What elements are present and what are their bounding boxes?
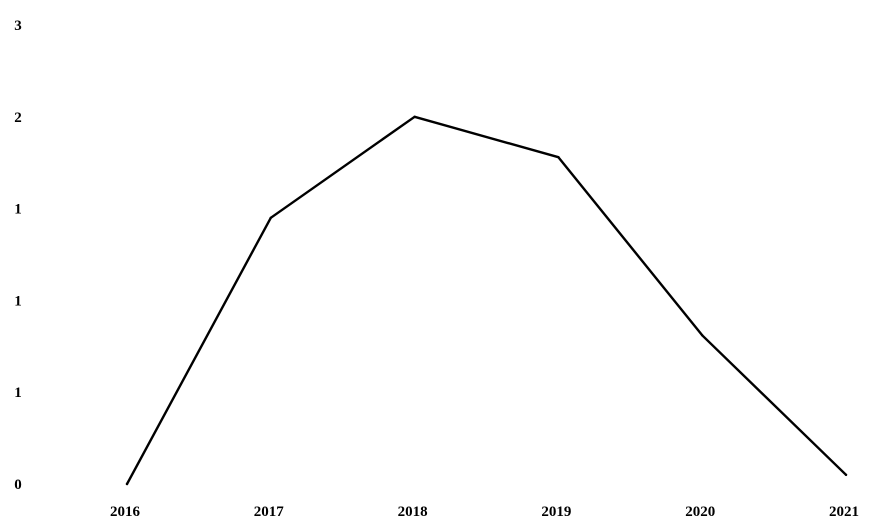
y-tick-label: 2 bbox=[14, 110, 22, 126]
y-tick-label: 1 bbox=[14, 202, 22, 218]
data-point bbox=[413, 115, 416, 119]
data-point bbox=[269, 216, 272, 219]
y-axis-labels: 0 1 1 1 2 3 bbox=[14, 18, 22, 493]
x-tick-label: 2019 bbox=[541, 504, 571, 520]
data-point bbox=[125, 482, 129, 486]
y-tick-label: 1 bbox=[14, 385, 22, 401]
series-group bbox=[125, 115, 848, 486]
x-tick-label: 2020 bbox=[685, 504, 715, 520]
y-tick-label: 3 bbox=[14, 18, 22, 34]
data-point bbox=[701, 334, 704, 337]
x-axis-labels: 2016 2017 2018 2019 2020 2021 bbox=[110, 504, 859, 520]
x-tick-label: 2018 bbox=[398, 504, 428, 520]
x-tick-label: 2016 bbox=[110, 504, 141, 520]
data-point bbox=[557, 155, 560, 159]
y-tick-label: 1 bbox=[14, 293, 22, 309]
data-point bbox=[844, 473, 848, 477]
x-tick-label: 2021 bbox=[829, 504, 859, 520]
series-line bbox=[125, 115, 848, 486]
x-tick-label: 2017 bbox=[254, 504, 285, 520]
y-tick-label: 0 bbox=[14, 477, 22, 493]
